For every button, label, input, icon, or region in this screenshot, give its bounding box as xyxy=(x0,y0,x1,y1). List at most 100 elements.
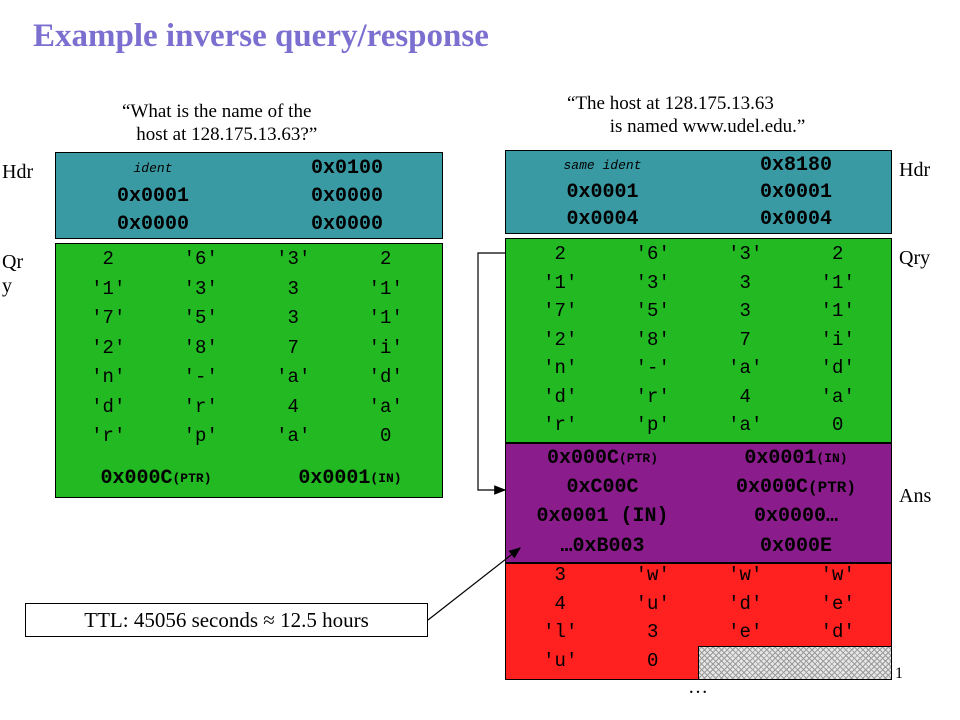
left-hdr-arcount: 0x0000 xyxy=(310,212,383,236)
left-query-grid: 2 '6' '3' 2 '1' '3' 3 '1' '7' '5' 3 '1' '2' '8' 7 'i' 'n… xyxy=(62,248,432,455)
right-qname-cell: '8' xyxy=(635,328,670,351)
right-qname-cell: 'r' xyxy=(635,385,670,408)
left-qname-cell: 'a' xyxy=(276,366,311,388)
left-qname-cell: 'r' xyxy=(183,395,218,418)
right-qname-cell: 3 xyxy=(739,271,751,294)
left-qname-cell: '-' xyxy=(183,366,218,388)
left-qtype: 0x000C (PTR) xyxy=(100,466,212,490)
left-caption: “What is the name of the host at 128.175… xyxy=(122,101,318,145)
left-qname-cell: 4 xyxy=(287,395,299,418)
answer-rdlength: 0x000E xyxy=(759,535,832,558)
right-qname-cell: 'd' xyxy=(543,385,578,408)
left-qname-cell: 'n' xyxy=(91,366,126,388)
right-qname-cell: 'n' xyxy=(543,357,578,379)
right-hdr-ident: same ident xyxy=(563,158,642,173)
left-qname-cell: '5' xyxy=(183,307,218,329)
rdata-cell: 3 xyxy=(647,621,659,643)
right-qclass: 0x0001 (IN) xyxy=(744,447,848,470)
rdata-cell: 'w' xyxy=(820,564,855,586)
left-qname-cell: '8' xyxy=(183,336,218,359)
right-qname-cell: 2 xyxy=(832,243,844,265)
left-hdr-ancount: 0x0000 xyxy=(310,184,383,208)
left-qname-cell: '2' xyxy=(91,336,126,359)
right-qname-cell: 7 xyxy=(739,328,751,351)
left-hdr-nscount: 0x0000 xyxy=(116,212,189,236)
left-qname-cell: 'r' xyxy=(91,425,126,447)
answer-name-pointer: 0xC00C xyxy=(566,476,639,499)
pointer-arrow xyxy=(477,252,507,495)
right-qname-cell: 3 xyxy=(739,300,751,322)
left-qname-cell: '1' xyxy=(368,277,403,300)
right-ans-label: Ans xyxy=(899,485,932,507)
right-hdr-ancount: 0x0001 xyxy=(759,181,832,204)
right-header-block: same ident 0x8180 0x0001 0x0001 0x0004 0… xyxy=(505,150,892,234)
right-qname-cell: '1' xyxy=(820,300,855,322)
right-qname-cell: 'p' xyxy=(635,414,670,436)
left-qname-cell: 0 xyxy=(380,425,392,447)
rdata-cell: 'w' xyxy=(635,564,670,586)
right-qname-cell: 'a' xyxy=(820,385,855,408)
page-number: 1 xyxy=(895,665,903,682)
right-answer-block: 0x000C (PTR) 0x0001 (IN) 0xC00C 0x000C (PTR… xyxy=(505,443,892,563)
rdata-cell: 'd' xyxy=(820,621,855,643)
right-hdr-qdcount: 0x0001 xyxy=(566,181,639,204)
right-qname-cell: 4 xyxy=(739,385,751,408)
right-qry-label: Qry xyxy=(899,247,931,269)
right-qname-cell: 'a' xyxy=(728,357,763,379)
left-qname-cell: 'i' xyxy=(368,336,403,359)
left-qname-cell: 'd' xyxy=(91,395,126,418)
left-hdr-ident: ident xyxy=(133,160,173,176)
right-qname-cell: 'i' xyxy=(820,328,855,351)
ttl-note: TTL: 45056 seconds ≈ 12.5 hours xyxy=(25,603,428,637)
left-qname-cell: '3' xyxy=(183,277,218,300)
slide-title: Example inverse query/response xyxy=(33,18,489,54)
left-qname-cell: 'a' xyxy=(368,395,403,418)
right-qname-cell: '7' xyxy=(543,300,578,322)
rdata-grid: 3 'w' 'w' 'w' 4 'u' 'd' 'e' 'l' 3 'e' 'd' 'u' 0 xyxy=(514,564,884,678)
right-qname-cell: '-' xyxy=(635,357,670,379)
rdata-cell: 'e' xyxy=(820,592,855,615)
left-qname-cell: '7' xyxy=(91,307,126,329)
answer-ttl-low: …0xB003 xyxy=(560,535,645,558)
right-qname-cell: '1' xyxy=(820,271,855,294)
left-qname-cell: '1' xyxy=(91,277,126,300)
left-qname-cell: 'a' xyxy=(276,425,311,447)
rdata-cell: 3 xyxy=(554,564,566,586)
answer-ttl-high: 0x0000… xyxy=(753,505,838,528)
left-qname-cell: 'd' xyxy=(368,366,403,388)
right-qname-cell: 'd' xyxy=(820,357,855,379)
left-qname-cell: 2 xyxy=(102,248,114,270)
left-qry-label: Qr y xyxy=(2,251,24,297)
rdata-cell: 0 xyxy=(647,649,659,672)
left-qname-cell: '6' xyxy=(183,248,218,270)
left-qname-cell: 'p' xyxy=(183,425,218,447)
right-hdr-label: Hdr xyxy=(899,159,931,181)
right-qname-cell: 'r' xyxy=(543,414,578,436)
rdata-cell: 'w' xyxy=(728,564,763,586)
right-hdr-flags: 0x8180 xyxy=(759,154,832,177)
left-qname-cell: '3' xyxy=(276,248,311,270)
right-qname-cell: '2' xyxy=(543,328,578,351)
right-caption: “The host at 128.175.13.63 is named www.… xyxy=(567,93,806,137)
right-hdr-arcount: 0x0004 xyxy=(759,208,832,231)
rdata-cell: 'u' xyxy=(635,592,670,615)
left-qname-cell: '1' xyxy=(368,307,403,329)
left-qname-cell: 3 xyxy=(287,307,299,329)
right-query-grid: 2 '6' '3' 2 '1' '3' 3 '1' '7' '5' 3 '1' '2' '8' 7 'i' 'n… xyxy=(514,243,884,443)
left-header-block: ident 0x0100 0x0001 0x0000 0x0000 0x0000 xyxy=(55,152,443,239)
left-qname-cell: 3 xyxy=(287,277,299,300)
rdata-cell: 'u' xyxy=(543,649,578,672)
rdata-cell: 'd' xyxy=(728,592,763,615)
padding-hatch xyxy=(698,646,892,680)
right-qname-cell: 'a' xyxy=(728,414,763,436)
left-hdr-flags: 0x0100 xyxy=(310,156,383,180)
rdata-cell: 4 xyxy=(554,592,566,615)
right-hdr-nscount: 0x0004 xyxy=(566,208,639,231)
right-qname-cell: '1' xyxy=(543,271,578,294)
right-qname-cell: '6' xyxy=(635,243,670,265)
left-query-block: 2 '6' '3' 2 '1' '3' 3 '1' '7' '5' 3 '1' '2' '8' 7 'i' 'n… xyxy=(55,243,443,498)
right-qname-cell: '5' xyxy=(635,300,670,322)
left-qclass: 0x0001 (IN) xyxy=(298,466,402,490)
right-qname-cell: '3' xyxy=(728,243,763,265)
left-hdr-qdcount: 0x0001 xyxy=(116,184,189,208)
